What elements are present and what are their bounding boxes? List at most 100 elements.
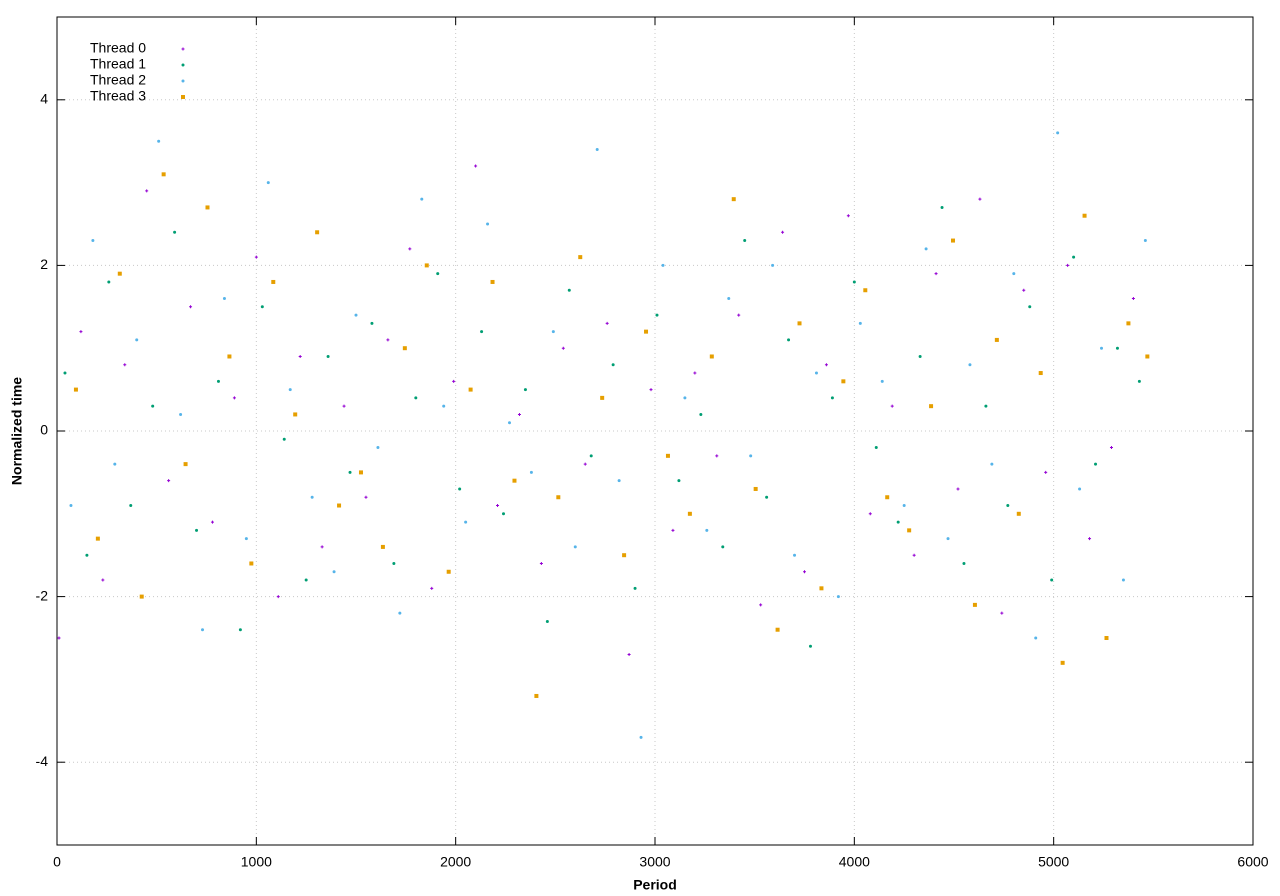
point <box>145 189 149 193</box>
point <box>731 197 736 202</box>
point <box>370 321 374 325</box>
point <box>1066 263 1070 267</box>
point <box>737 313 741 317</box>
legend-marker <box>181 95 185 99</box>
point <box>1060 660 1065 665</box>
point <box>1137 379 1141 383</box>
point <box>775 627 780 632</box>
point <box>210 520 214 524</box>
point <box>408 247 412 251</box>
point <box>1109 446 1113 450</box>
point <box>617 479 621 483</box>
point <box>765 495 769 499</box>
y-axis-label: Normalized time <box>9 377 25 485</box>
point <box>304 578 308 582</box>
point <box>523 388 527 392</box>
point <box>430 586 434 590</box>
point <box>195 528 199 532</box>
point <box>1104 636 1109 640</box>
point <box>940 205 944 209</box>
point <box>874 446 878 450</box>
point <box>918 354 922 358</box>
point <box>687 511 692 516</box>
point <box>161 172 166 177</box>
point <box>179 412 183 416</box>
point <box>600 395 605 400</box>
point <box>551 330 555 334</box>
point <box>392 561 396 565</box>
point <box>216 379 220 383</box>
point <box>978 197 982 201</box>
point <box>868 512 872 516</box>
point <box>490 279 495 284</box>
point <box>458 487 462 491</box>
point <box>244 537 248 541</box>
point <box>260 305 264 309</box>
point <box>332 570 336 574</box>
point <box>293 412 298 417</box>
point <box>890 404 894 408</box>
point <box>885 495 890 500</box>
point <box>468 387 473 392</box>
point <box>1145 354 1150 359</box>
point <box>288 388 292 392</box>
point <box>561 346 565 350</box>
point <box>266 181 270 185</box>
point <box>578 255 583 260</box>
point <box>793 553 797 557</box>
point <box>824 363 828 367</box>
legend-marker <box>181 63 185 67</box>
point <box>956 487 960 491</box>
point <box>386 338 390 342</box>
point <box>424 263 429 268</box>
point <box>595 147 599 151</box>
point <box>819 586 824 591</box>
point <box>771 263 775 267</box>
point <box>1082 213 1087 218</box>
point <box>693 371 697 375</box>
point <box>135 338 139 342</box>
point <box>1121 578 1125 582</box>
point <box>73 387 78 392</box>
point <box>414 396 418 400</box>
point <box>539 561 543 565</box>
point <box>1022 288 1026 292</box>
point <box>420 197 424 201</box>
point <box>611 363 615 367</box>
point <box>627 653 631 657</box>
point <box>683 396 687 400</box>
point <box>358 470 363 475</box>
point <box>863 288 868 293</box>
point <box>968 363 972 367</box>
point <box>1028 305 1032 309</box>
y-tick-label: 0 <box>40 422 48 438</box>
point <box>573 545 577 549</box>
point <box>529 470 533 474</box>
point <box>298 354 302 358</box>
point <box>605 321 609 325</box>
point <box>907 528 912 533</box>
point <box>151 404 155 408</box>
point <box>633 586 637 590</box>
point <box>107 280 111 284</box>
y-tick-label: -2 <box>36 587 49 603</box>
point <box>951 238 956 243</box>
point <box>354 313 358 317</box>
point <box>1072 255 1076 259</box>
point <box>123 363 127 367</box>
point <box>117 271 122 276</box>
point <box>924 247 928 251</box>
point <box>699 412 703 416</box>
point <box>990 462 994 466</box>
point <box>496 504 500 508</box>
point <box>545 619 549 623</box>
point <box>1012 272 1016 276</box>
point <box>249 561 254 566</box>
point <box>380 544 385 549</box>
point <box>436 272 440 276</box>
point <box>310 495 314 499</box>
point <box>320 545 324 549</box>
point <box>442 404 446 408</box>
point <box>446 569 451 574</box>
